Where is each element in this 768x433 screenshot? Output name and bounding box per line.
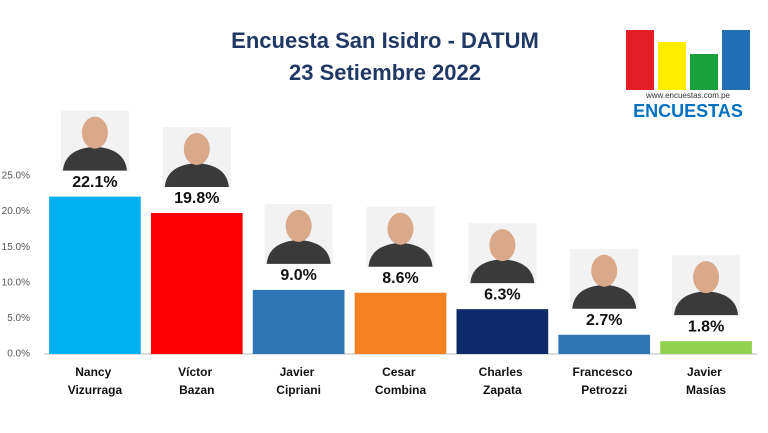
label-line: Combina [375, 383, 427, 397]
photo-head [489, 229, 516, 262]
photo-head [693, 261, 720, 294]
photo-head [591, 254, 618, 287]
y-tick-label: 25.0% [2, 171, 30, 182]
candidate-photo [60, 110, 129, 171]
label-line: Petrozzi [581, 383, 627, 397]
y-tick-label: 20.0% [2, 206, 30, 217]
photo-shoulders [674, 291, 739, 316]
bar [252, 289, 345, 354]
photo-head [81, 116, 108, 149]
photo-head [285, 209, 312, 242]
photo-head [183, 133, 210, 166]
x-tick-label: Javier Cipriani [276, 365, 321, 397]
y-tick-label: 0.0% [7, 349, 30, 360]
candidate-photo [264, 203, 333, 264]
label-line: Bazan [179, 383, 214, 397]
photo-shoulders [368, 242, 433, 267]
photo-shoulders [266, 239, 331, 264]
logo-url: www.encuestas.com.pe [645, 91, 731, 100]
photo-shoulders [164, 163, 229, 188]
logo-bar [722, 30, 750, 90]
logo: www.encuestas.com.pe ENCUESTAS [626, 30, 750, 121]
value-label: 1.8% [688, 318, 724, 335]
logo-bar [626, 30, 654, 90]
chart-title: Encuesta San Isidro - DATUM [231, 28, 539, 53]
logo-bar [690, 54, 718, 90]
label-line: Víctor [178, 365, 215, 379]
photo-head [387, 212, 414, 245]
value-label: 19.8% [174, 190, 219, 207]
label-line: Javier [280, 365, 318, 379]
value-label: 6.3% [484, 286, 520, 303]
label-line: Charles [479, 365, 526, 379]
x-tick-label: Charles Zapata [479, 365, 526, 397]
label-line: Nancy [75, 365, 114, 379]
bar [354, 292, 447, 354]
y-tick-label: 10.0% [2, 277, 30, 288]
x-tick-label: Nancy Vizurraga [68, 365, 123, 397]
chart-subtitle: 23 Setiembre 2022 [289, 60, 481, 85]
value-label: 2.7% [586, 312, 622, 329]
label-line: Zapata [483, 383, 522, 397]
candidate-photo [162, 127, 231, 188]
photo-shoulders [62, 146, 127, 171]
candidate-photo [570, 248, 639, 309]
y-tick-label: 15.0% [2, 242, 30, 253]
label-line: Francesco [573, 365, 636, 379]
label-line: Cesar [382, 365, 419, 379]
y-tick-label: 5.0% [7, 313, 30, 324]
value-label: 8.6% [382, 270, 418, 287]
candidate-photo [366, 206, 435, 267]
bar [660, 341, 752, 354]
label-line: Javier [687, 365, 725, 379]
logo-name: ENCUESTAS [633, 101, 743, 121]
x-tick-label: Cesar Combina [375, 365, 427, 397]
candidate-photo [468, 223, 537, 284]
x-tick-label: Francesco Petrozzi [573, 365, 636, 397]
bar [456, 309, 549, 354]
logo-bar [658, 42, 686, 90]
bar [150, 213, 243, 354]
photo-shoulders [470, 259, 535, 284]
x-tick-label: Víctor Bazan [178, 365, 215, 397]
bar [49, 196, 141, 354]
candidate-photo [672, 255, 741, 316]
value-label: 22.1% [72, 174, 117, 191]
label-line: Cipriani [276, 383, 321, 397]
label-line: Masías [686, 383, 726, 397]
value-label: 9.0% [280, 267, 316, 284]
x-tick-label: Javier Masías [686, 365, 726, 397]
bar [558, 334, 651, 354]
label-line: Vizurraga [68, 383, 123, 397]
photo-shoulders [572, 284, 637, 309]
